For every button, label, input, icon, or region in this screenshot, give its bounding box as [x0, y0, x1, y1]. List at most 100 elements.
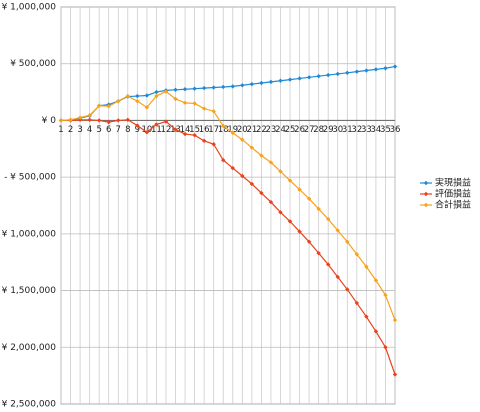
point — [297, 76, 302, 81]
point — [96, 118, 102, 123]
point — [364, 68, 369, 73]
x-tick-label: 18 — [218, 125, 229, 135]
x-tick-label: 32 — [351, 125, 362, 135]
point — [230, 165, 235, 171]
point — [316, 250, 321, 256]
point — [211, 142, 216, 147]
point — [287, 77, 293, 82]
point — [221, 157, 226, 163]
point — [249, 81, 255, 87]
point — [201, 106, 207, 111]
point — [345, 287, 350, 292]
point — [201, 138, 207, 144]
point — [106, 104, 111, 109]
point — [364, 314, 369, 319]
point — [392, 372, 398, 377]
point — [278, 210, 283, 215]
point — [192, 101, 197, 106]
point — [259, 80, 264, 86]
x-tick-label: 24 — [275, 125, 286, 135]
legend-label: 評価損益 — [435, 188, 471, 200]
point — [373, 329, 379, 334]
point — [192, 132, 197, 138]
x-tick-label: 17 — [208, 125, 219, 135]
point — [354, 300, 360, 306]
point — [335, 274, 340, 280]
point — [268, 199, 274, 205]
legend-marker — [423, 191, 429, 197]
x-tick-label: 12 — [161, 125, 172, 135]
point — [392, 64, 398, 69]
point — [373, 67, 379, 72]
point — [182, 100, 188, 106]
x-tick-label: 31 — [342, 125, 353, 135]
point — [249, 145, 255, 150]
point — [221, 123, 226, 129]
point — [68, 117, 73, 123]
point — [230, 84, 235, 89]
point — [306, 196, 312, 201]
point — [392, 317, 398, 323]
y-tick-label: - ¥ 2,500,000 — [0, 400, 56, 410]
point — [268, 160, 274, 165]
x-tick-label: 1 — [58, 125, 63, 135]
x-tick-label: 29 — [323, 125, 334, 135]
x-tick-label: 16 — [199, 125, 210, 135]
y-tick-label: - ¥ 2,000,000 — [0, 343, 56, 353]
point — [278, 78, 283, 83]
y-tick-label: ¥ 0 — [42, 116, 57, 126]
x-tick-label: 7 — [116, 125, 121, 135]
x-tick-label: 5 — [96, 125, 101, 135]
y-tick-label: - ¥ 1,000,000 — [0, 229, 56, 239]
x-tick-label: 35 — [380, 125, 391, 135]
legend-label: 実現損益 — [435, 177, 471, 189]
x-tick-label: 27 — [304, 125, 315, 135]
point — [116, 98, 121, 104]
x-tick-label: 34 — [371, 125, 382, 135]
x-tick-label: 10 — [141, 125, 152, 135]
point — [287, 219, 293, 224]
point — [135, 93, 140, 99]
point — [154, 89, 159, 95]
point — [240, 173, 245, 179]
point — [173, 96, 178, 102]
point — [354, 252, 360, 257]
point — [383, 66, 388, 71]
legend-marker — [423, 202, 429, 208]
point — [335, 71, 340, 77]
point — [211, 85, 216, 90]
point — [326, 72, 331, 78]
point — [116, 118, 121, 123]
point — [297, 229, 302, 234]
x-tick-label: 4 — [87, 125, 92, 135]
point — [163, 119, 169, 124]
point — [211, 109, 216, 114]
point — [240, 137, 245, 142]
point — [163, 89, 169, 94]
point — [335, 228, 340, 233]
point — [125, 93, 130, 99]
x-tick-label: 26 — [294, 125, 305, 135]
point — [316, 206, 321, 212]
x-tick-label: 9 — [135, 125, 140, 135]
point — [345, 239, 350, 244]
x-tick-label: 11 — [151, 125, 162, 135]
point — [259, 153, 264, 158]
x-tick-label: 33 — [361, 125, 372, 135]
point — [144, 130, 150, 135]
x-tick-label: 23 — [266, 125, 277, 135]
point — [182, 87, 188, 92]
point — [182, 131, 188, 137]
point — [154, 93, 159, 99]
x-tick-label: 28 — [313, 125, 324, 135]
plot-area — [60, 6, 396, 405]
point — [383, 345, 388, 350]
point — [135, 98, 140, 104]
point — [144, 105, 150, 110]
x-tick-label: 36 — [390, 125, 401, 135]
point — [77, 115, 83, 120]
x-tick-label: 20 — [237, 125, 248, 135]
legend-marker — [423, 180, 429, 186]
x-tick-label: 21 — [246, 125, 257, 135]
